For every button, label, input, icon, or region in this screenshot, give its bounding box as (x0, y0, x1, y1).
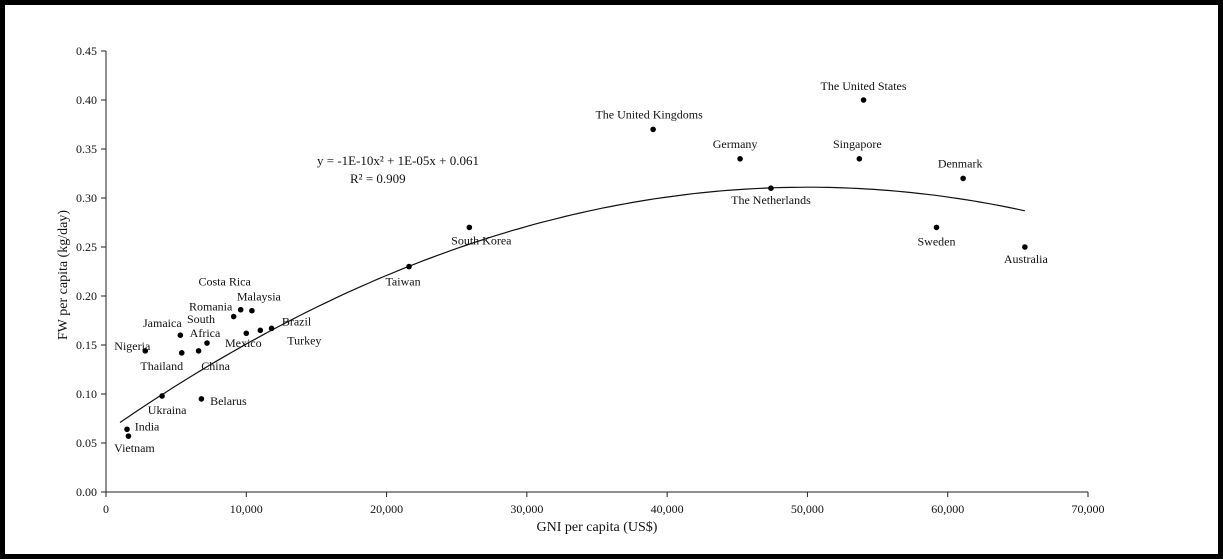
point-label: South Korea (451, 233, 512, 247)
trendline-equation: y = -1E-10x² + 1E-05x + 0.061 (317, 153, 479, 168)
y-axis-title: FW per capita (kg/day) (56, 210, 71, 340)
point-label: Vietnam (114, 441, 155, 455)
point-label: Taiwan (385, 275, 420, 289)
data-point (933, 224, 940, 231)
x-tick-label: 60,000 (931, 502, 964, 516)
point-label: The Netherlands (731, 193, 811, 207)
point-label: Germany (713, 137, 758, 151)
point-label: Nigeria (114, 339, 151, 353)
data-point (204, 340, 210, 346)
point-label: Romania (189, 300, 233, 314)
y-tick-label: 0.40 (76, 93, 97, 107)
y-tick-label: 0.35 (76, 142, 97, 156)
x-tick-label: 0 (103, 502, 109, 516)
point-label: South Africa (187, 312, 221, 340)
x-tick-label: 20,000 (370, 502, 403, 516)
point-label: Belarus (210, 394, 247, 408)
data-point (125, 433, 132, 439)
y-tick-label: 0.25 (76, 240, 97, 254)
point-label-line: Africa (190, 326, 221, 340)
data-point (142, 348, 149, 354)
point-label: Ukraina (148, 403, 187, 417)
data-point (856, 156, 863, 162)
data-point (237, 306, 244, 313)
data-point (178, 350, 185, 356)
x-tick-label: 30,000 (510, 502, 543, 516)
data-point (650, 126, 656, 133)
point-label: Costa Rica (199, 275, 252, 289)
point-label: Malaysia (237, 290, 282, 304)
point-label: The United Kingdoms (595, 107, 703, 121)
x-tick-label: 70,000 (1072, 502, 1105, 516)
data-point (768, 185, 774, 191)
data-point (230, 313, 237, 320)
point-label: Brazil (282, 314, 312, 328)
y-tick-label: 0.05 (76, 436, 97, 450)
point-label: China (201, 359, 230, 373)
point-label: The United States (821, 79, 907, 93)
data-point (195, 348, 202, 354)
data-point (737, 156, 743, 162)
y-tick-label: 0.45 (76, 44, 97, 58)
point-label: Singapore (833, 137, 882, 151)
x-axis-title: GNI per capita (US$) (537, 520, 658, 535)
y-tick-label: 0.20 (76, 289, 97, 303)
point-label: India (135, 419, 160, 433)
point-label: Jamaica (143, 316, 182, 330)
trendline-r2: R² = 0.909 (350, 171, 406, 186)
y-tick-label: 0.00 (76, 485, 97, 499)
data-point (466, 224, 473, 231)
trendline-group (119, 186, 1026, 423)
point-label-line: South (187, 312, 215, 326)
data-point (960, 175, 966, 182)
point-label: Thailand (140, 359, 183, 373)
axes: 0 10,000 20,000 30,000 40,000 50,000 60,000 70,… (76, 44, 1105, 516)
data-point (243, 330, 250, 337)
data-point (860, 97, 867, 103)
trendline (119, 186, 1026, 423)
x-tick-label: 40,000 (651, 502, 684, 516)
point-label: Australia (1004, 252, 1049, 266)
y-tick-label: 0.15 (76, 338, 97, 352)
data-point (406, 263, 412, 270)
point-label: Denmark (938, 156, 983, 170)
point-label: Mexico (225, 336, 262, 350)
data-point (198, 396, 205, 402)
data-point (159, 393, 165, 399)
data-point (1022, 244, 1028, 250)
data-point (124, 426, 130, 433)
points-group (124, 97, 1028, 439)
x-tick-label: 50,000 (791, 502, 824, 516)
data-point (249, 307, 255, 314)
point-label: Turkey (287, 333, 321, 347)
x-tick-label: 10,000 (230, 502, 263, 516)
data-point (177, 332, 184, 339)
chart-frame: 0 10,000 20,000 30,000 40,000 50,000 60,000 70,… (5, 5, 1218, 554)
y-tick-label: 0.10 (76, 387, 97, 401)
point-label: Sweden (917, 234, 955, 248)
labels-group: The United States The United Kingdoms Germ… (114, 79, 1048, 455)
data-point (257, 327, 264, 334)
scatter-chart: 0 10,000 20,000 30,000 40,000 50,000 60,000 70,… (56, 44, 1105, 535)
data-point (268, 325, 275, 332)
y-tick-label: 0.30 (76, 191, 97, 205)
